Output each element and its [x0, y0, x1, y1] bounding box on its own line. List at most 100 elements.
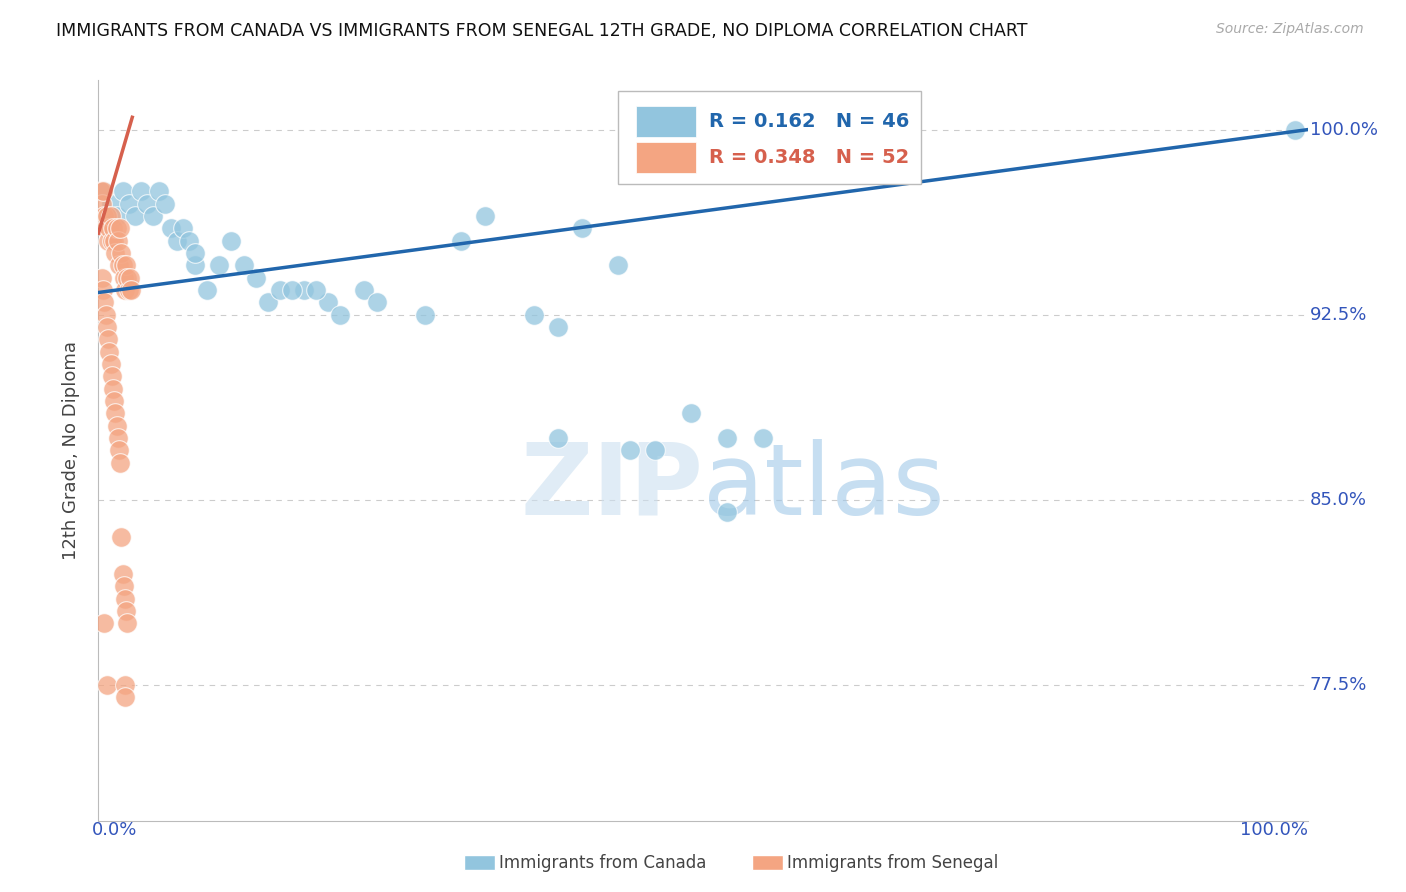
Point [716, 431, 738, 445]
Point [245, 270, 267, 285]
Point [90, 185, 112, 199]
Point [118, 283, 141, 297]
Point [97, 333, 120, 347]
Point [101, 382, 124, 396]
Point [111, 259, 134, 273]
Point [607, 259, 630, 273]
Point [166, 234, 188, 248]
Point [91, 283, 114, 297]
Point [93, 185, 115, 199]
Point [160, 221, 183, 235]
Point [232, 259, 254, 273]
Point [752, 431, 775, 445]
Bar [752, 855, 783, 870]
Point [93, 616, 115, 631]
Point [108, 259, 131, 273]
FancyBboxPatch shape [637, 106, 696, 137]
Point [105, 221, 128, 235]
Point [112, 270, 135, 285]
Text: 100.0%: 100.0% [1240, 821, 1308, 838]
Point [619, 443, 641, 458]
Point [104, 407, 127, 421]
Point [103, 394, 125, 409]
Point [97, 234, 120, 248]
Text: R = 0.348   N = 52: R = 0.348 N = 52 [709, 148, 910, 167]
Text: 85.0%: 85.0% [1310, 491, 1367, 508]
Point [112, 579, 135, 593]
Point [114, 678, 136, 692]
Point [413, 308, 436, 322]
Point [115, 604, 138, 618]
Point [474, 209, 496, 223]
Point [96, 320, 118, 334]
Point [108, 443, 131, 458]
Point [124, 209, 146, 223]
Point [179, 234, 201, 248]
Point [184, 246, 207, 260]
Point [117, 616, 139, 631]
Point [105, 209, 128, 223]
Point [547, 431, 569, 445]
Point [547, 320, 569, 334]
Point [96, 678, 118, 692]
Point [100, 369, 122, 384]
FancyBboxPatch shape [637, 142, 696, 173]
Point [195, 283, 218, 297]
Point [450, 234, 472, 248]
Text: 92.5%: 92.5% [1310, 306, 1368, 324]
Point [104, 246, 127, 260]
Point [93, 295, 115, 310]
Bar [464, 855, 495, 870]
Point [269, 283, 291, 297]
Point [111, 185, 134, 199]
Point [353, 283, 375, 297]
Point [172, 221, 194, 235]
Point [316, 295, 339, 310]
Point [148, 185, 170, 199]
Point [329, 308, 352, 322]
Point [292, 283, 315, 297]
Point [91, 185, 114, 199]
Point [153, 196, 176, 211]
Text: IMMIGRANTS FROM CANADA VS IMMIGRANTS FROM SENEGAL 12TH GRADE, NO DIPLOMA CORRELA: IMMIGRANTS FROM CANADA VS IMMIGRANTS FRO… [56, 22, 1028, 40]
Point [716, 505, 738, 519]
Point [208, 259, 231, 273]
Point [142, 209, 165, 223]
Y-axis label: 12th Grade, No Diploma: 12th Grade, No Diploma [62, 341, 80, 560]
Point [366, 295, 388, 310]
Point [101, 221, 124, 235]
Point [96, 209, 118, 223]
Point [129, 185, 152, 199]
Text: 100.0%: 100.0% [1310, 120, 1378, 138]
FancyBboxPatch shape [619, 91, 921, 184]
Point [118, 196, 141, 211]
Point [1284, 122, 1306, 136]
Point [103, 234, 125, 248]
Point [184, 259, 207, 273]
Point [93, 209, 115, 223]
Point [107, 234, 129, 248]
Point [221, 234, 243, 248]
Point [110, 530, 132, 544]
Point [108, 221, 131, 235]
Point [305, 283, 328, 297]
Point [111, 566, 134, 581]
Point [679, 407, 702, 421]
Text: 77.5%: 77.5% [1310, 676, 1368, 694]
Point [571, 221, 593, 235]
Point [110, 246, 132, 260]
Text: Immigrants from Senegal: Immigrants from Senegal [787, 854, 998, 871]
Text: atlas: atlas [703, 439, 945, 536]
Point [114, 690, 136, 705]
Point [98, 221, 121, 235]
Point [281, 283, 304, 297]
Point [120, 283, 142, 297]
Point [107, 431, 129, 445]
Point [91, 270, 114, 285]
Point [135, 196, 157, 211]
Point [114, 591, 136, 606]
Text: ZIP: ZIP [520, 439, 703, 536]
Point [94, 308, 117, 322]
Point [523, 308, 546, 322]
Point [115, 259, 138, 273]
